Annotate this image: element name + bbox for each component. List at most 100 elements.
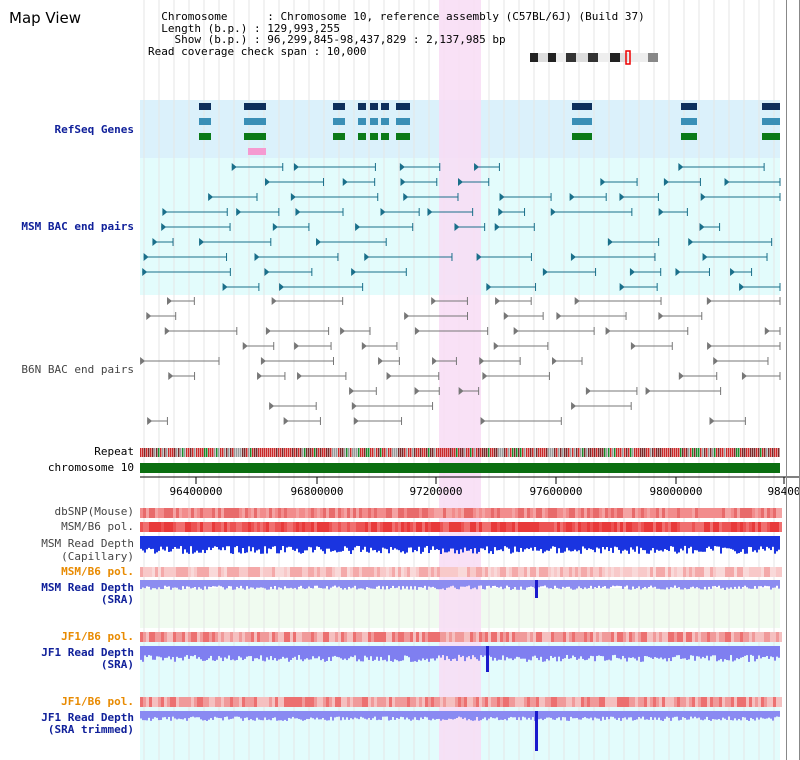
msm-depth-capillary-bar bbox=[324, 536, 326, 554]
msm-pol2-heat bbox=[689, 567, 692, 577]
repeat-mark bbox=[202, 448, 204, 457]
refseq-gene-mark bbox=[396, 133, 410, 140]
jf1-pol-heat bbox=[395, 632, 398, 642]
repeat-mark bbox=[732, 448, 734, 457]
msm-pol2-heat bbox=[200, 567, 203, 577]
msm-depth-sra-bar bbox=[172, 580, 174, 588]
jf1-depth-sra-bar bbox=[730, 646, 732, 656]
jf1-depth-sra-bar bbox=[464, 646, 466, 662]
jf1-pol-heat bbox=[305, 632, 308, 642]
jf1-depth-trim-bar bbox=[202, 711, 204, 721]
jf1-depth-trim-bar bbox=[654, 711, 656, 718]
msm-pol2-heat bbox=[368, 567, 371, 577]
msm-depth-capillary-bar bbox=[744, 536, 746, 554]
dbsnp-heat bbox=[605, 508, 608, 518]
jf1-depth-trim-bar bbox=[720, 711, 722, 721]
b6n-bac-pair-end bbox=[658, 312, 664, 320]
jf1-depth-trim-bar bbox=[650, 711, 652, 718]
dbsnp-heat bbox=[554, 508, 557, 518]
jf1-depth-trim-bar bbox=[426, 711, 428, 718]
jf1-pol-heat bbox=[245, 632, 248, 642]
msm-pol2-heat bbox=[152, 567, 155, 577]
b6n-bac-label[interactable]: B6N BAC end pairs bbox=[21, 363, 134, 376]
jf1-depth-trim-bar bbox=[408, 711, 410, 720]
jf1-pol-heat bbox=[341, 632, 344, 642]
jf1-depth-sra-bar bbox=[750, 646, 752, 655]
msm-pol2-heat bbox=[692, 567, 695, 577]
msm-pol-heat bbox=[485, 522, 488, 532]
msm-depth-capillary-bar bbox=[206, 536, 208, 551]
msm-bac-pair-end bbox=[499, 193, 505, 201]
dbsnp-heat bbox=[479, 508, 482, 518]
msm-depth-sra-bar bbox=[240, 580, 242, 586]
repeat-mark bbox=[552, 448, 554, 457]
jf1-depth-sra-bar bbox=[304, 646, 306, 660]
jf1-depth-trim-bar bbox=[200, 711, 202, 720]
msm-pol-heat bbox=[512, 522, 515, 532]
msm-depth-capillary-bar bbox=[608, 536, 610, 551]
msm-pol-heat bbox=[575, 522, 578, 532]
jf1-depth-trim-bar bbox=[348, 711, 350, 720]
msm-depth-capillary-bar bbox=[222, 536, 224, 548]
repeat-mark bbox=[490, 448, 492, 457]
msm-depth-sra-bar bbox=[384, 580, 386, 590]
msm-depth-capillary-bar bbox=[154, 536, 156, 554]
repeat-mark bbox=[612, 448, 614, 457]
msm-pol-heat bbox=[149, 522, 152, 532]
msm-bac-pair-end bbox=[293, 163, 299, 171]
msm-depth-capillary-bar bbox=[572, 536, 574, 552]
repeat-mark bbox=[758, 448, 760, 457]
msm-pol-heat bbox=[320, 522, 323, 532]
repeat-mark bbox=[314, 448, 316, 457]
jf1-depth-trim-bar bbox=[156, 711, 158, 718]
jf1-depth-sra-bar bbox=[170, 646, 172, 660]
jf1-depth-trim-bar bbox=[374, 711, 376, 717]
jf1-pol-heat bbox=[599, 632, 602, 642]
repeat-mark bbox=[366, 448, 368, 457]
repeat-mark bbox=[528, 448, 530, 457]
jf1-pol-heat bbox=[269, 632, 272, 642]
repeat-mark bbox=[488, 448, 490, 457]
msm-pol2-heat bbox=[608, 567, 611, 577]
repeat-mark bbox=[152, 448, 154, 457]
jf1-depth-trim-bar bbox=[770, 711, 772, 719]
dbsnp-heat bbox=[593, 508, 596, 518]
repeat-mark bbox=[560, 448, 562, 457]
refseq-genes-label[interactable]: RefSeq Genes bbox=[54, 123, 134, 136]
msm-bac-pair-end bbox=[550, 208, 556, 216]
msm-depth-sra-bar bbox=[726, 580, 728, 588]
jf1-depth-trim-bar bbox=[688, 711, 690, 720]
jf1-depth-sra-bar bbox=[406, 646, 408, 656]
jf1-depth-trim-bar bbox=[510, 711, 512, 717]
msm-pol-heat bbox=[473, 522, 476, 532]
msm-depth-sra-bar bbox=[696, 580, 698, 588]
msm-pol2-heat bbox=[485, 567, 488, 577]
msm-pol-heat bbox=[293, 522, 296, 532]
jf1-depth-sra-bar bbox=[186, 646, 188, 656]
msm-depth-sra-bar bbox=[728, 580, 730, 589]
msm-depth-sra-bar bbox=[430, 580, 432, 588]
msm-depth-sra-bar bbox=[486, 580, 488, 586]
dbsnp-heat bbox=[476, 508, 479, 518]
jf1-pol2-heat bbox=[269, 697, 272, 707]
msm-depth-sra-bar bbox=[250, 580, 252, 588]
dbsnp-heat bbox=[275, 508, 278, 518]
jf1-depth-sra-bar bbox=[268, 646, 270, 660]
jf1-depth-trim-bar bbox=[360, 711, 362, 717]
msm-pol-heat bbox=[311, 522, 314, 532]
jf1-pol-heat bbox=[737, 632, 740, 642]
jf1-depth-trim-bar bbox=[418, 711, 420, 721]
jf1-depth-sra-bar bbox=[722, 646, 724, 662]
repeat-mark bbox=[634, 448, 636, 457]
jf1-depth-sra-bar bbox=[334, 646, 336, 656]
jf1-pol2-heat bbox=[647, 697, 650, 707]
dbsnp-heat bbox=[287, 508, 290, 518]
jf1-depth-sra-bar bbox=[596, 646, 598, 656]
msm-pol2-heat bbox=[308, 567, 311, 577]
jf1-depth-trim-bar bbox=[462, 711, 464, 719]
msm-depth-capillary-bar bbox=[146, 536, 148, 550]
msm-pol2-heat bbox=[437, 567, 440, 577]
msm-bac-label[interactable]: MSM BAC end pairs bbox=[21, 220, 134, 233]
msm-depth-capillary-bar bbox=[678, 536, 680, 553]
